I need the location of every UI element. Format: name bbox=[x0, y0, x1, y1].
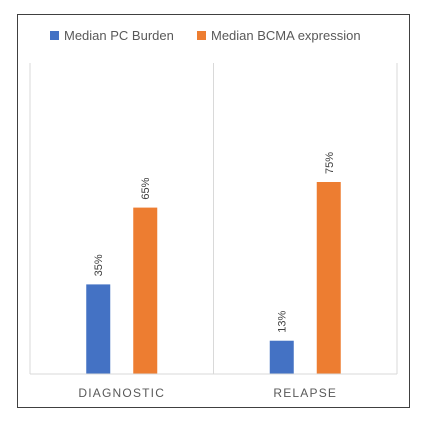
legend-label-bcma-expression: Median BCMA expression bbox=[211, 28, 361, 43]
legend-label-pc-burden: Median PC Burden bbox=[64, 28, 174, 43]
bar-diagnostic-bcma-expression bbox=[133, 207, 158, 374]
legend-swatch-pc-burden bbox=[50, 31, 59, 40]
data-label-diagnostic-pc-burden: 35% bbox=[93, 254, 105, 276]
chart-legend: Median PC Burden Median BCMA expression bbox=[50, 28, 361, 43]
bar-relapse-pc-burden bbox=[269, 340, 294, 374]
bar-diagnostic-pc-burden bbox=[86, 284, 111, 374]
legend-swatch-bcma-expression bbox=[197, 31, 206, 40]
x-axis: DIAGNOSTIC RELAPSE bbox=[30, 373, 397, 400]
category-dividers bbox=[29, 63, 398, 374]
category-label-diagnostic: DIAGNOSTIC bbox=[78, 386, 165, 400]
data-label-diagnostic-bcma-expression: 65% bbox=[140, 177, 152, 199]
data-label-relapse-bcma-expression: 75% bbox=[324, 152, 336, 174]
data-labels: 35% 65% 13% 75% bbox=[93, 152, 336, 333]
category-label-relapse: RELAPSE bbox=[273, 386, 337, 400]
bar-relapse-bcma-expression bbox=[316, 182, 341, 374]
data-label-relapse-pc-burden: 13% bbox=[277, 310, 289, 332]
chart-bars bbox=[86, 182, 341, 374]
